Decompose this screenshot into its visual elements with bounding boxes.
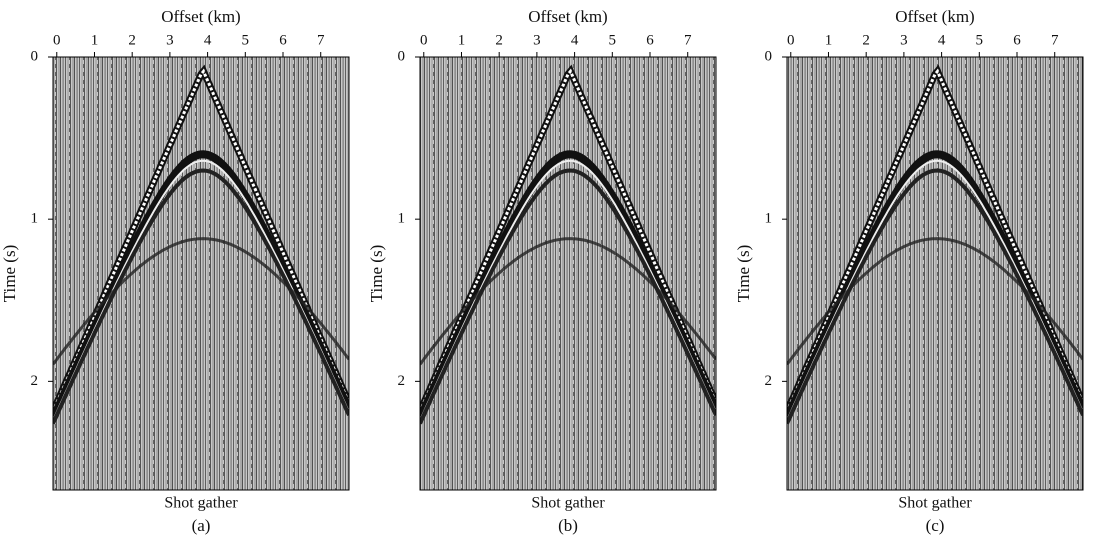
x-tick-label: 1 — [458, 32, 466, 48]
x-axis-label: Offset (km) — [895, 7, 974, 26]
x-axis-label: Offset (km) — [161, 7, 240, 26]
frame — [52, 56, 350, 491]
reflection — [53, 150, 349, 421]
x-tick-label: 4 — [938, 32, 946, 48]
reflection-2 — [53, 168, 349, 425]
x-tick-label: 0 — [53, 32, 61, 48]
x-tick-label: 7 — [317, 32, 325, 48]
deep-reflection — [787, 237, 1083, 366]
frame — [786, 56, 1084, 491]
x-tick-label: 4 — [571, 32, 579, 48]
y-tick-label: 0 — [31, 48, 39, 64]
x-tick-label: 3 — [900, 32, 908, 48]
x-tick-label: 6 — [646, 32, 654, 48]
y-tick-label: 1 — [31, 211, 39, 227]
panel-label: (c) — [926, 516, 945, 535]
x-tick-label: 4 — [204, 32, 212, 48]
direct-wave-core — [787, 68, 1083, 413]
y-tick-label: 2 — [31, 373, 39, 389]
y-tick-label: 2 — [765, 373, 773, 389]
x-tick-label: 5 — [976, 32, 984, 48]
y-axis-label: Time (s) — [734, 245, 753, 302]
x-tick-label: 0 — [420, 32, 428, 48]
seismic-background — [420, 57, 716, 490]
x-tick-label: 2 — [862, 32, 870, 48]
frame — [419, 56, 717, 491]
x-tick-label: 5 — [242, 32, 250, 48]
x-tick-label: 6 — [1013, 32, 1021, 48]
x-tick-label: 2 — [495, 32, 503, 48]
panel: Offset (km) 0 1 2 3 4 5 6 7 0 1 2 Time (s) Shot gathe… — [0, 7, 350, 535]
x-tick-label: 6 — [279, 32, 287, 48]
x-tick-label: 7 — [684, 32, 692, 48]
x-tick-label: 0 — [787, 32, 795, 48]
events — [787, 64, 1083, 425]
reflection — [420, 150, 716, 421]
y-tick-label: 0 — [765, 48, 773, 64]
deep-reflection — [420, 237, 716, 366]
deep-reflection — [53, 237, 349, 366]
reflection — [787, 150, 1083, 421]
x-tick-label: 3 — [166, 32, 174, 48]
events — [420, 64, 716, 425]
y-axis-label: Time (s) — [0, 245, 19, 302]
y-tick-label: 0 — [398, 48, 406, 64]
y-tick-label: 2 — [398, 373, 406, 389]
caption: Shot gather — [531, 495, 605, 512]
x-tick-label: 5 — [609, 32, 617, 48]
x-tick-label: 2 — [128, 32, 136, 48]
direct-wave-core — [420, 68, 716, 413]
x-tick-label: 1 — [91, 32, 99, 48]
x-tick-label: 3 — [533, 32, 541, 48]
direct-wave-core — [53, 68, 349, 413]
x-tick-label: 1 — [825, 32, 833, 48]
seismic-background — [787, 57, 1083, 490]
events — [53, 64, 349, 425]
x-tick-label: 7 — [1051, 32, 1059, 48]
panel-label: (b) — [558, 516, 578, 535]
reflection-2 — [787, 168, 1083, 425]
caption: Shot gather — [164, 495, 238, 512]
panel: Offset (km) 0 1 2 3 4 5 6 7 0 1 2 Time (s) Shot gathe… — [367, 7, 717, 535]
y-tick-label: 1 — [398, 211, 406, 227]
x-axis-label: Offset (km) — [528, 7, 607, 26]
panel-label: (a) — [192, 516, 211, 535]
reflection-2 — [420, 168, 716, 425]
y-axis-label: Time (s) — [367, 245, 386, 302]
y-tick-label: 1 — [765, 211, 773, 227]
caption: Shot gather — [898, 495, 972, 512]
seismic-background — [53, 57, 349, 490]
panel: Offset (km) 0 1 2 3 4 5 6 7 0 1 2 Time (s) Shot gathe… — [734, 7, 1084, 535]
